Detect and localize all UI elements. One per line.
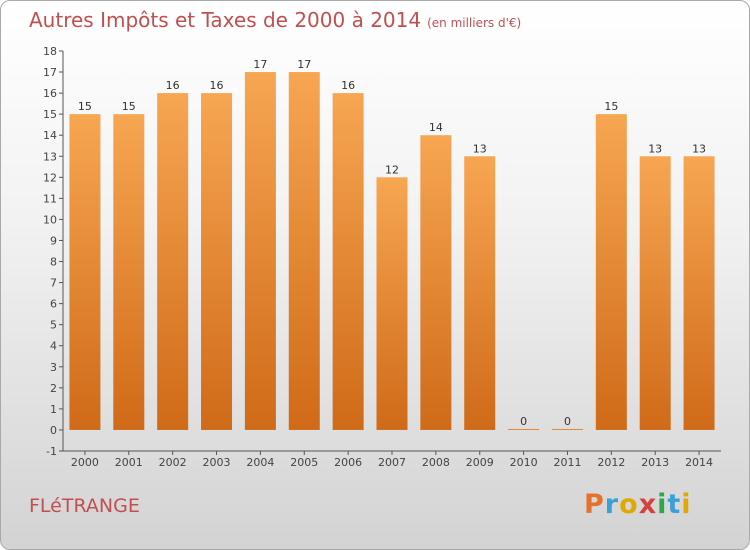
x-tick-label: 2008 [422, 456, 450, 469]
data-label: 12 [385, 163, 399, 176]
y-tick-label: 4 [50, 340, 57, 353]
data-label: 14 [429, 121, 443, 134]
logo-letter: t [667, 489, 682, 520]
chart-bars [69, 72, 715, 430]
bar [420, 135, 452, 430]
data-label: 0 [564, 415, 571, 428]
chart-subtitle: (en milliers d'€) [427, 16, 522, 30]
y-tick-label: 16 [43, 87, 57, 100]
data-label: 17 [253, 58, 267, 71]
y-tick-label: 5 [50, 319, 57, 332]
proxiti-logo[interactable]: Proxiti [584, 489, 692, 520]
x-tick-label: 2001 [115, 456, 143, 469]
chart-data-labels: 15 15 16 16 17 17 16 12 14 13 0 0 15 13 13 [78, 58, 706, 428]
y-tick-label: 7 [50, 277, 57, 290]
data-label: 16 [210, 79, 224, 92]
data-label: 16 [166, 79, 180, 92]
commune-name: FLéTRANGE [29, 495, 140, 517]
y-tick-label: 17 [43, 66, 57, 79]
chart-title-text: Autres Impôts et Taxes de 2000 à 2014 [29, 8, 422, 32]
logo-letter: P [584, 489, 605, 520]
data-label: 13 [692, 142, 706, 155]
data-label: 16 [341, 79, 355, 92]
bar [376, 177, 408, 430]
y-tick-label: 11 [43, 192, 57, 205]
x-tick-label: 2006 [334, 456, 362, 469]
data-label: 17 [297, 58, 311, 71]
y-tick-label: 0 [50, 424, 57, 437]
bar [157, 93, 189, 430]
bar [595, 114, 627, 430]
data-label: 15 [78, 100, 92, 113]
y-tick-label: 9 [50, 234, 57, 247]
x-tick-label: 2014 [685, 456, 713, 469]
logo-letter: i [681, 489, 692, 520]
bar [69, 114, 101, 430]
y-tick-label: 8 [50, 256, 57, 269]
y-tick-label: 14 [43, 129, 57, 142]
data-label: 15 [604, 100, 618, 113]
x-tick-label: 2000 [71, 456, 99, 469]
bar [508, 428, 540, 430]
y-tick-label: 1 [50, 403, 57, 416]
data-label: 13 [473, 142, 487, 155]
bar [683, 156, 715, 430]
bar [113, 114, 145, 430]
logo-letter: r [604, 489, 620, 520]
y-tick-label: 10 [43, 213, 57, 226]
x-tick-label: 2005 [290, 456, 318, 469]
data-label: 13 [648, 142, 662, 155]
x-tick-label: 2013 [641, 456, 669, 469]
logo-letter: i [657, 489, 668, 520]
y-tick-label: 12 [43, 171, 57, 184]
chart-title: Autres Impôts et Taxes de 2000 à 2014 (en… [29, 8, 521, 32]
bar [244, 72, 276, 430]
data-label: 15 [122, 100, 136, 113]
x-tick-label: 2012 [597, 456, 625, 469]
y-tick-label: 18 [43, 45, 57, 58]
y-tick-label: -1 [46, 445, 57, 458]
bar [201, 93, 233, 430]
bar [551, 428, 583, 430]
x-tick-label: 2009 [466, 456, 494, 469]
logo-letter: o [619, 489, 639, 520]
x-tick-label: 2010 [510, 456, 538, 469]
y-tick-label: 15 [43, 108, 57, 121]
y-tick-label: 2 [50, 382, 57, 395]
bar [288, 72, 320, 430]
bar [332, 93, 364, 430]
x-tick-label: 2007 [378, 456, 406, 469]
logo-letter: x [638, 489, 658, 520]
x-tick-label: 2011 [553, 456, 581, 469]
y-tick-label: 3 [50, 361, 57, 374]
x-tick-label: 2003 [203, 456, 231, 469]
y-tick-label: 13 [43, 150, 57, 163]
data-label: 0 [520, 415, 527, 428]
bar [639, 156, 671, 430]
y-tick-label: 6 [50, 298, 57, 311]
x-tick-label: 2004 [246, 456, 274, 469]
x-tick-label: 2002 [159, 456, 187, 469]
bar [464, 156, 496, 430]
